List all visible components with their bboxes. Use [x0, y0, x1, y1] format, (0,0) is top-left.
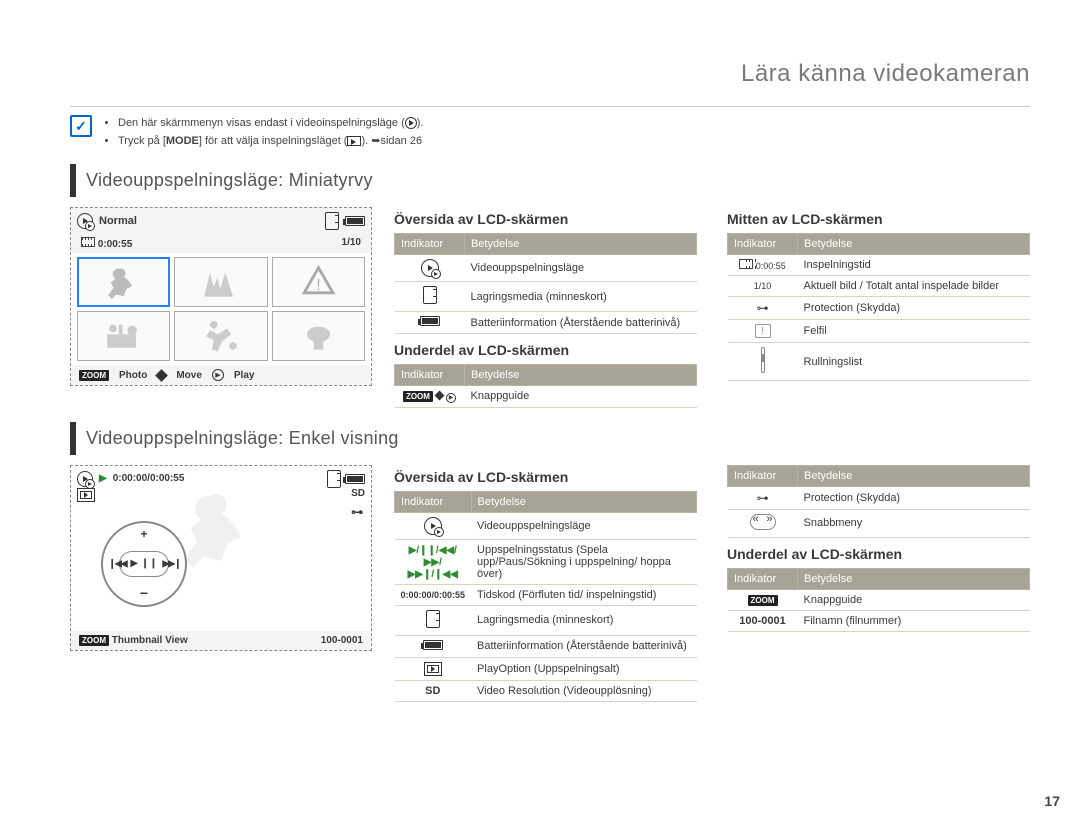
- check-icon: ✓: [70, 115, 92, 137]
- play-mode-icon: [77, 471, 93, 487]
- thumb-4[interactable]: [77, 311, 170, 361]
- battery-icon: [420, 316, 440, 326]
- diamond-icon: [155, 369, 168, 382]
- zoom-badge: ZOOM: [748, 595, 778, 606]
- play-mode-icon: [424, 517, 442, 535]
- divider: [70, 106, 1030, 107]
- zoom-badge: ZOOM: [403, 391, 433, 402]
- battery-icon: [345, 216, 365, 226]
- footer-move: Move: [176, 370, 202, 381]
- footer-play: Play: [234, 370, 255, 381]
- file-label: 100-0001: [321, 635, 363, 646]
- note-line-2: Tryck på [MODE] för att välja inspelning…: [118, 133, 424, 151]
- zoom-badge: ZOOM: [79, 635, 109, 646]
- sd-icon: SD: [351, 488, 365, 499]
- s1-top-table: IndikatorBetydelse Videouppspelningsläge…: [394, 233, 697, 334]
- filmstrip-icon: [81, 237, 95, 247]
- s2-bottom-table: IndikatorBetydelse ZOOMKnappguide 100-00…: [727, 568, 1030, 632]
- s1-bottom-table: IndikatorBetydelse ZOOM ▶Knappguide: [394, 364, 697, 408]
- lcd2-time: 0:00:00/0:00:55: [113, 473, 185, 484]
- s2-top-table: IndikatorBetydelse Videouppspelningsläge…: [394, 491, 697, 702]
- section-title-thumbnail: Videouppspelningsläge: Miniatyrvy: [70, 164, 1030, 197]
- filmstrip-icon: [739, 259, 753, 269]
- lcd-time: 0:00:55: [98, 239, 132, 250]
- section-title-single: Videouppspelningsläge: Enkel visning: [70, 422, 1030, 455]
- lcd-count: 1/10: [342, 237, 361, 250]
- s1-bottom-title: Underdel av LCD-skärmen: [394, 342, 697, 358]
- s2-top-title: Översida av LCD-skärmen: [394, 469, 697, 485]
- s1-center-title: Mitten av LCD-skärmen: [727, 211, 1030, 227]
- play-mode-icon: [421, 259, 439, 277]
- control-wheel[interactable]: + − ❙◀◀ ▶▶❙ ▶ ❙❙: [101, 521, 187, 607]
- s1-top-title: Översida av LCD-skärmen: [394, 211, 697, 227]
- diamond-icon: [435, 391, 445, 401]
- zoom-in-icon[interactable]: +: [140, 527, 147, 541]
- thumb-5[interactable]: [174, 311, 267, 361]
- mini-play-icon: ▶: [446, 393, 456, 403]
- zoom-badge: ZOOM: [79, 370, 109, 381]
- page-title: Lära känna videokameran: [70, 60, 1030, 88]
- note-box: ✓ Den här skärmmenyn visas endast i vide…: [70, 115, 1030, 150]
- play-icon: ▶: [99, 473, 107, 484]
- thumb-2[interactable]: [174, 257, 267, 307]
- playback-status-icon: ▶/❙❙/◀◀/▶▶/: [409, 545, 457, 568]
- scrollbar-icon: [761, 347, 765, 373]
- card-icon: [426, 610, 440, 628]
- lcd-thumbnail-mockup: Normal 0:00:55 1/10 !: [70, 207, 372, 386]
- play-option-icon: [77, 488, 95, 502]
- warning-icon: !: [755, 324, 771, 338]
- battery-icon: [345, 474, 365, 484]
- card-icon: [423, 286, 437, 304]
- key-icon: ⊶: [757, 301, 769, 315]
- thumb-1[interactable]: [77, 257, 170, 307]
- key-icon: ⊶: [757, 491, 769, 505]
- key-icon: ⊶: [351, 505, 365, 519]
- lcd-normal-label: Normal: [99, 215, 137, 227]
- card-icon: [325, 212, 339, 230]
- s1-center-table: IndikatorBetydelse 0:00:55Inspelningstid…: [727, 233, 1030, 381]
- skip-fwd-icon[interactable]: ▶▶❙: [162, 558, 180, 569]
- footer-photo: Photo: [119, 370, 147, 381]
- page-number: 17: [1044, 793, 1060, 809]
- skip-back-icon[interactable]: ❙◀◀: [108, 558, 126, 569]
- thumb-6[interactable]: [272, 311, 365, 361]
- thumb-3[interactable]: !: [272, 257, 365, 307]
- svg-text:!: !: [316, 277, 320, 294]
- zoom-out-icon[interactable]: −: [140, 585, 148, 601]
- lcd-single-mockup: ▶ 0:00:00/0:00:55 SD ⊶: [70, 465, 372, 651]
- play-option-icon: [424, 662, 442, 676]
- card-icon: [327, 470, 341, 488]
- s2-bottom-title: Underdel av LCD-skärmen: [727, 546, 1030, 562]
- s2-right-table: IndikatorBetydelse ⊶Protection (Skydda) …: [727, 465, 1030, 538]
- mini-play-icon: ▶: [212, 369, 224, 381]
- thumb-view-label: Thumbnail View: [112, 635, 188, 646]
- play-mode-icon: [77, 213, 93, 229]
- battery-icon: [423, 640, 443, 650]
- quick-menu-icon: [750, 514, 776, 530]
- note-line-1: Den här skärmmenyn visas endast i videoi…: [118, 115, 424, 133]
